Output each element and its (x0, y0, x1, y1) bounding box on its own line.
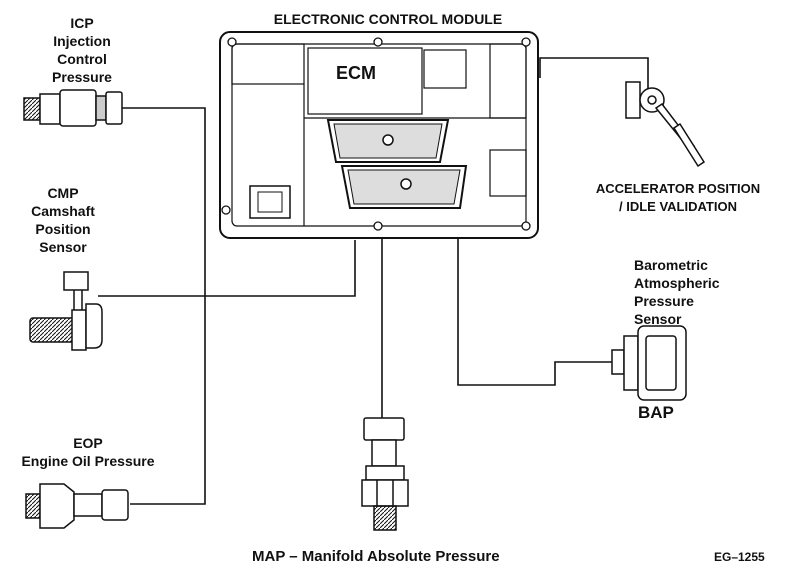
icp-label: ICP Injection Control Pressure (22, 14, 142, 86)
accelerator-pedal-sensor (625, 81, 706, 168)
ecm-connector-upper (326, 119, 450, 163)
wire-bap (457, 238, 612, 386)
wire-cmp (98, 240, 356, 297)
eop-label: EOP Engine Oil Pressure (0, 434, 176, 470)
wire-app (539, 57, 649, 92)
app-label: ACCELERATOR POSITION / IDLE VALIDATION (570, 180, 786, 216)
bap-line4: Sensor (634, 311, 682, 327)
icp-abbr: ICP (70, 15, 94, 31)
eop-abbr: EOP (73, 435, 103, 451)
diagram-title: ELECTRONIC CONTROL MODULE (273, 11, 503, 27)
bap-sensor (611, 325, 687, 401)
eop-name: Engine Oil Pressure (21, 453, 155, 469)
bap-line2: Atmospheric (634, 275, 720, 291)
wire-icp (122, 107, 206, 505)
icp-line1: Injection (53, 33, 111, 49)
app-line1: ACCELERATOR POSITION (595, 181, 761, 196)
cmp-line2: Position (35, 221, 91, 237)
ecm-module (219, 31, 539, 239)
icp-line3: Pressure (52, 69, 112, 85)
wiring (98, 57, 649, 505)
bap-label: Barometric Atmospheric Pressure Sensor (634, 256, 774, 328)
cmp-label: CMP Camshaft Position Sensor (4, 184, 122, 256)
app-line2: / IDLE VALIDATION (619, 199, 737, 214)
icp-line2: Control (57, 51, 107, 67)
bap-line1: Barometric (634, 257, 708, 273)
map-label: MAP – Manifold Absolute Pressure (252, 548, 500, 565)
icp-sensor (23, 89, 123, 127)
cmp-line3: Sensor (39, 239, 87, 255)
figure-id: EG–1255 (714, 550, 765, 564)
map-sensor (361, 417, 409, 531)
bap-line3: Pressure (634, 293, 694, 309)
cmp-line1: Camshaft (31, 203, 95, 219)
ecm-connector-lower (340, 165, 468, 209)
eop-sensor (25, 483, 129, 529)
ecm-label: ECM (336, 63, 376, 83)
cmp-sensor (29, 271, 103, 351)
cmp-abbr: CMP (47, 185, 79, 201)
bap-abbr: BAP (638, 403, 674, 422)
